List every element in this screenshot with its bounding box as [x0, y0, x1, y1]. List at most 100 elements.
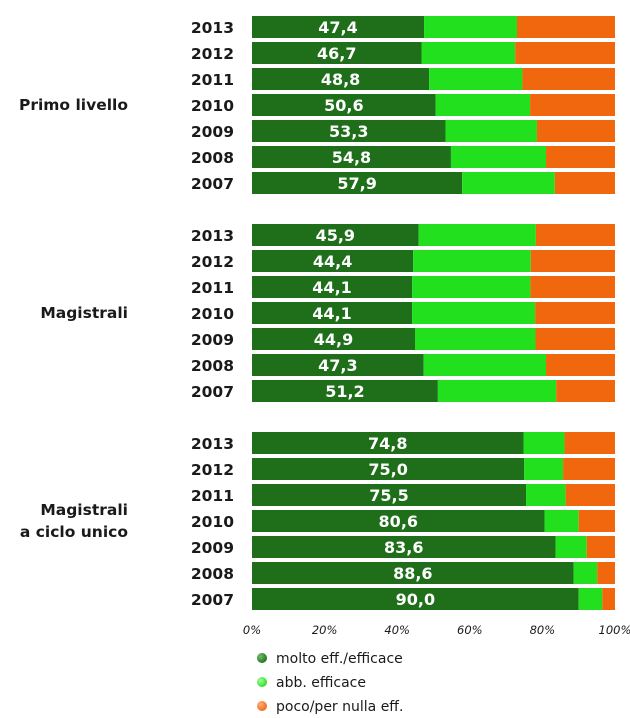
- bar-row: 2009 53,3: [191, 120, 615, 142]
- group-label: Magistrali: [40, 501, 128, 519]
- bar-segment-abbastanza: [462, 172, 555, 194]
- bar-segment-molto: [252, 224, 419, 246]
- bar-segment-molto: [252, 68, 430, 90]
- year-label: 2012: [191, 253, 234, 271]
- year-label: 2011: [191, 279, 234, 297]
- year-label: 2007: [191, 383, 234, 401]
- bar-segment-abbastanza: [544, 510, 579, 532]
- bar-segment-molto: [252, 120, 446, 142]
- data-label: 90,0: [396, 590, 435, 609]
- bar-segment-abbastanza: [412, 276, 531, 298]
- bar-segment-abbastanza: [555, 536, 587, 558]
- bar-segment-abbastanza: [437, 380, 557, 402]
- legend-swatch: [257, 653, 267, 663]
- x-tick-label: 0%: [243, 623, 261, 637]
- bar-segment-molto: [252, 94, 436, 116]
- bar-segment-molto: [252, 172, 463, 194]
- bar-segment-molto: [252, 276, 413, 298]
- bar-row: 2012 46,7: [191, 42, 615, 64]
- legend-item: molto eff./efficace: [257, 651, 403, 667]
- bar-segment-molto: [252, 484, 527, 506]
- data-label: 88,6: [393, 564, 432, 583]
- group-label: Magistrali: [40, 304, 128, 322]
- year-label: 2011: [191, 71, 234, 89]
- legend: molto eff./efficace abb. efficace poco/per…: [257, 651, 403, 715]
- legend-label: molto eff./efficace: [276, 651, 403, 667]
- bar-segment-poco: [554, 172, 615, 194]
- year-label: 2009: [191, 123, 234, 141]
- bar-segment-molto: [252, 42, 422, 64]
- legend-label: abb. efficace: [276, 675, 366, 691]
- legend-label: poco/per nulla eff.: [276, 699, 403, 715]
- bar-segment-abbastanza: [524, 458, 564, 480]
- bar-row: 2009 44,9: [191, 328, 615, 350]
- data-label: 51,2: [325, 382, 364, 401]
- year-label: 2008: [191, 565, 234, 583]
- year-label: 2011: [191, 487, 234, 505]
- bar-segment-molto: [252, 16, 425, 38]
- bar-segment-abbastanza: [424, 16, 517, 38]
- legend-item: poco/per nulla eff.: [257, 699, 403, 715]
- bar-row: 2012 75,0: [191, 458, 615, 480]
- data-label: 57,9: [337, 174, 376, 193]
- bar-row: 2011 75,5: [191, 484, 615, 506]
- bar-group: Magistrali 2013 45,9 2012 44,4 2011 44,1 2010 44…: [40, 224, 615, 402]
- year-label: 2012: [191, 461, 234, 479]
- data-label: 54,8: [332, 148, 371, 167]
- bar-row: 2007 90,0: [191, 588, 615, 610]
- bar-segment-poco: [515, 42, 615, 64]
- bar-segment-molto: [252, 432, 524, 454]
- bar-segment-poco: [546, 146, 615, 168]
- data-label: 45,9: [316, 226, 355, 245]
- bar-row: 2013 74,8: [191, 432, 615, 454]
- bar-segment-abbastanza: [526, 484, 566, 506]
- bar-segment-abbastanza: [450, 146, 547, 168]
- bar-row: 2010 50,6: [191, 94, 615, 116]
- data-label: 75,5: [369, 486, 408, 505]
- year-label: 2009: [191, 331, 234, 349]
- bar-segment-poco: [565, 484, 615, 506]
- x-tick-label: 40%: [384, 623, 410, 637]
- bar-row: 2011 48,8: [191, 68, 615, 90]
- bar-segment-poco: [530, 94, 615, 116]
- year-label: 2007: [191, 175, 234, 193]
- data-label: 44,1: [312, 278, 351, 297]
- bar-segment-poco: [563, 458, 615, 480]
- bar-segment-abbastanza: [445, 120, 537, 142]
- bar-row: 2008 54,8: [191, 146, 615, 168]
- data-label: 80,6: [379, 512, 418, 531]
- bar-segment-abbastanza: [578, 588, 603, 610]
- bar-row: 2013 47,4: [191, 16, 615, 38]
- bar-row: 2008 88,6: [191, 562, 615, 584]
- bar-segment-poco: [530, 276, 615, 298]
- bar-segment-poco: [535, 302, 615, 324]
- bar-segment-poco: [535, 224, 615, 246]
- bar-segment-poco: [522, 68, 615, 90]
- bar-segment-poco: [546, 354, 615, 376]
- bar-segment-abbastanza: [429, 68, 523, 90]
- bar-segment-molto: [252, 380, 438, 402]
- bar-segment-abbastanza: [412, 302, 536, 324]
- data-label: 44,1: [312, 304, 351, 323]
- x-tick-label: 80%: [530, 623, 556, 637]
- bar-row: 2008 47,3: [191, 354, 615, 376]
- bar-segment-molto: [252, 302, 413, 324]
- data-label: 75,0: [368, 460, 407, 479]
- bar-segment-molto: [252, 250, 414, 272]
- data-label: 53,3: [329, 122, 368, 141]
- bar-segment-abbastanza: [413, 250, 531, 272]
- data-label: 83,6: [384, 538, 423, 557]
- data-label: 48,8: [321, 70, 360, 89]
- data-label: 46,7: [317, 44, 356, 63]
- legend-swatch: [257, 701, 267, 711]
- bar-segment-abbastanza: [573, 562, 598, 584]
- bar-segment-abbastanza: [435, 94, 531, 116]
- bar-segment-molto: [252, 354, 424, 376]
- bar-row: 2013 45,9: [191, 224, 615, 246]
- x-axis: 0% 20% 40% 60% 80% 100%: [243, 623, 630, 637]
- data-label: 50,6: [324, 96, 363, 115]
- bar-segment-abbastanza: [421, 42, 516, 64]
- bar-row: 2007 57,9: [191, 172, 615, 194]
